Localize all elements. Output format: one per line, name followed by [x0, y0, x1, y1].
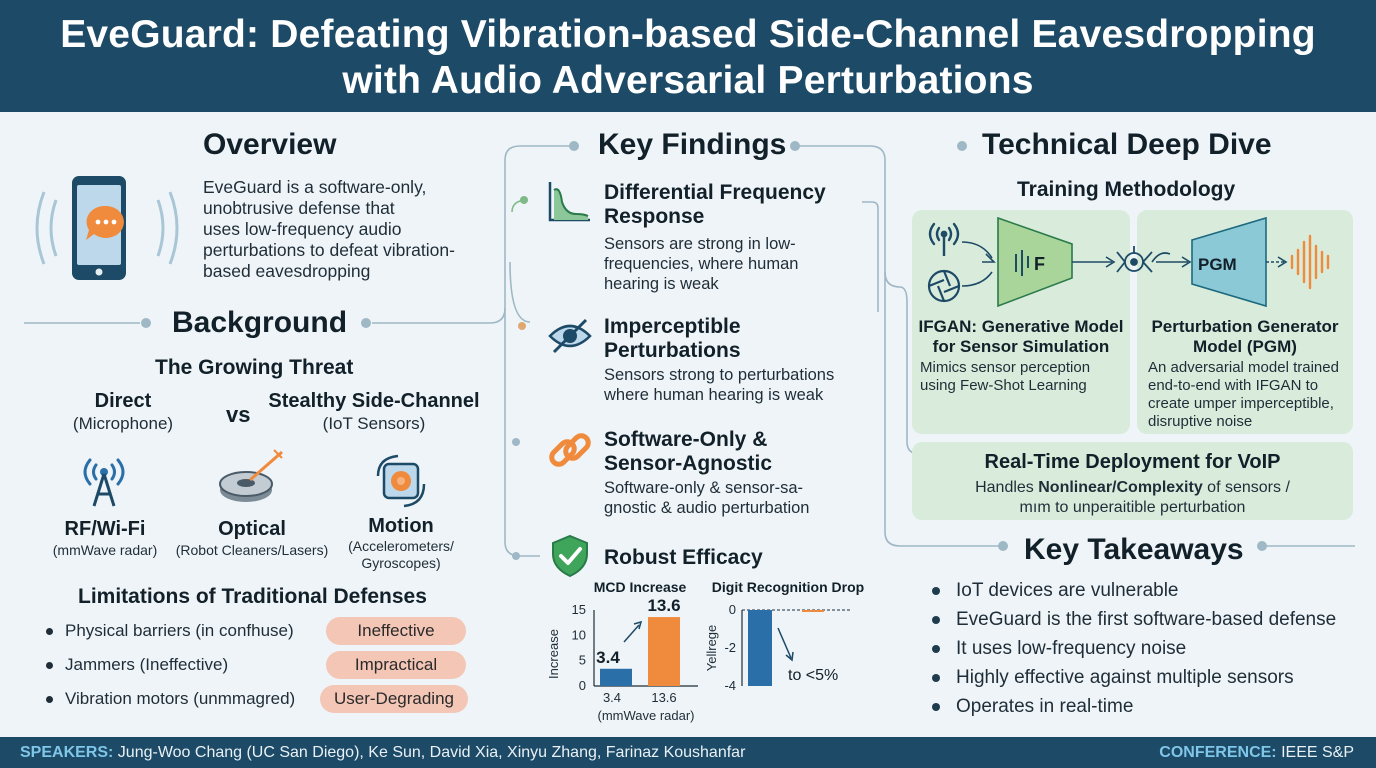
robot-cleaner-icon — [219, 449, 283, 502]
y-tick-label: -4 — [724, 678, 736, 693]
bar — [648, 617, 680, 686]
realtime-card: Real-Time Deployment for VoIP Handles No… — [912, 442, 1353, 520]
finding-body: Sensors strong to perturbations where hum… — [604, 366, 835, 404]
y-tick-label: -2 — [724, 640, 736, 655]
conference-line: CONFERENCE: IEEE S&P — [1159, 744, 1354, 761]
chart-title: Digit Recognition Drop — [712, 579, 864, 595]
takeaways-heading: Key Takeaways — [1024, 533, 1244, 566]
pgm-title: Perturbation Generator Model (PGM) — [1151, 317, 1339, 356]
connector-lines — [24, 141, 1355, 560]
takeaway-item: It uses low-frequency noise — [932, 638, 1186, 660]
bar — [802, 610, 824, 612]
takeaway-item: Operates in real-time — [932, 696, 1133, 718]
antenna-icon — [83, 458, 125, 507]
pgm-block-label: PGM — [1198, 255, 1237, 274]
finding-title: Differential Frequency Response — [604, 181, 826, 228]
bar — [748, 610, 772, 686]
speakers-line: SPEAKERS: Jung-Woo Chang (UC San Diego),… — [20, 744, 746, 761]
mcd-chart: MCD Increase Increase 0 5 10 15 3.4 3.4 13.6 1… — [546, 579, 698, 723]
motion-sensor-icon — [376, 454, 426, 508]
antenna-icon — [928, 222, 960, 256]
finding-title: Software-Only & Sensor-Agnostic — [604, 428, 773, 475]
takeaway-item: IoT devices are vulnerable — [932, 580, 1179, 602]
frequency-chart-icon — [548, 182, 590, 222]
takeaway-item: EveGuard is the first software-based def… — [932, 609, 1336, 631]
bar — [600, 668, 632, 686]
smartphone-icon — [35, 176, 179, 280]
x-tick-label: 13.6 — [651, 690, 676, 705]
page-header: EveGuard: Defeating Vibration-based Side… — [0, 0, 1376, 112]
threat-optical: Optical (Robot Cleaners/Lasers) — [175, 518, 329, 558]
x-tick-label: 3.4 — [603, 690, 621, 705]
finding-body: Sensors are strong in low-frequencies, w… — [604, 235, 799, 293]
threat-rf: RF/Wi-Fi (mmWave radar) — [52, 518, 158, 558]
digit-chart: Digit Recognition Drop Yellrege 0 -2 -4 to… — [704, 579, 864, 693]
audio-wave-icon — [1290, 234, 1330, 290]
realtime-title: Real-Time Deployment for VoIP — [984, 451, 1281, 473]
ifgan-title: IFGAN: Generative Model for Sensor Simul… — [918, 317, 1124, 356]
findings-heading: Key Findings — [598, 128, 787, 161]
data-label: 13.6 — [647, 596, 680, 615]
shield-check-icon — [552, 534, 588, 578]
y-tick-label: 0 — [729, 602, 736, 617]
direct-threat: Direct (Microphone) — [72, 390, 174, 433]
limitation-tag: User-Degrading — [320, 685, 468, 713]
chart-title: MCD Increase — [594, 579, 687, 595]
page-title-line2: with Audio Adversarial Perturbations — [342, 59, 1034, 102]
network-icon — [1116, 246, 1153, 273]
page-title-line1: EveGuard: Defeating Vibration-based Side… — [60, 13, 1316, 56]
limitation-item: Vibration motors (unmmagred) — [46, 689, 295, 709]
f-block-label: F — [1034, 254, 1045, 274]
realtime-body-line2: mım to unperaitible perturbation — [1019, 499, 1246, 516]
vs-label: vs — [226, 402, 251, 427]
hidden-eye-icon — [548, 318, 592, 354]
training-subheading: Training Methodology — [1017, 178, 1236, 201]
threat-motion: Motion (Accelerometers/ Gyroscopes) — [348, 515, 454, 571]
chain-link-icon — [549, 433, 591, 467]
camera-lens-icon — [927, 269, 961, 303]
overview-heading: Overview — [203, 128, 337, 161]
chart-xlabel: (mmWave radar) — [597, 708, 694, 723]
limitation-tag: Ineffective — [326, 617, 466, 645]
takeaway-item: Highly effective against multiple sensor… — [932, 667, 1294, 689]
y-tick-label: 5 — [579, 653, 586, 668]
finding-title: Robust Efficacy — [604, 546, 763, 569]
finding-body: Software-only & sensor-sa-gnostic & audi… — [604, 479, 810, 517]
training-diagram: F PGM — [927, 216, 1330, 308]
background-heading: Background — [172, 306, 348, 339]
pgm-body: An adversarial model trained end-to-end w… — [1148, 359, 1339, 430]
threat-subheading: The Growing Threat — [155, 356, 354, 379]
ifgan-body: Mimics sensor perception using Few-Shot L… — [920, 359, 1091, 394]
y-tick-label: 15 — [572, 602, 586, 617]
y-tick-label: 10 — [572, 627, 586, 642]
limitations-heading: Limitations of Traditional Defenses — [78, 585, 427, 608]
limitation-item: Physical barriers (in confhuse) — [46, 621, 294, 641]
limitation-item: Jammers (Ineffective) — [46, 655, 228, 675]
limitation-tag: Impractical — [326, 651, 466, 679]
chart-annotation: to <5% — [788, 667, 838, 684]
finding-title: Imperceptible Perturbations — [604, 315, 741, 362]
technical-heading: Technical Deep Dive — [982, 128, 1272, 161]
chart-ylabel: Yellrege — [704, 625, 719, 672]
page-footer: SPEAKERS: Jung-Woo Chang (UC San Diego),… — [0, 737, 1376, 768]
stealthy-threat: Stealthy Side-Channel (IoT Sensors) — [268, 390, 480, 433]
chart-ylabel: Increase — [546, 629, 561, 679]
data-label: 3.4 — [596, 648, 620, 667]
realtime-body: Handles Nonlinear/Complexity of sensors … — [975, 479, 1290, 496]
overview-text: EveGuard is a software-only, unobtrusive… — [203, 177, 455, 281]
y-tick-label: 0 — [579, 678, 586, 693]
